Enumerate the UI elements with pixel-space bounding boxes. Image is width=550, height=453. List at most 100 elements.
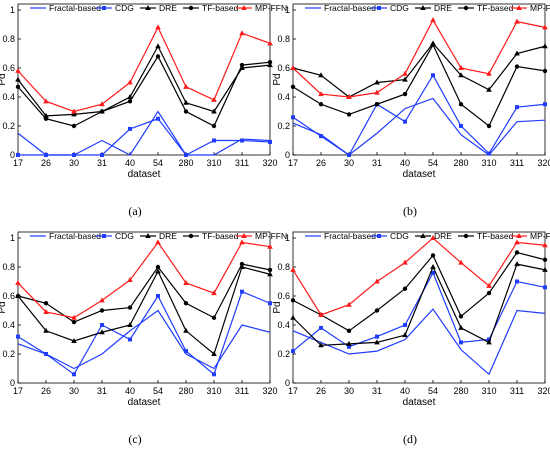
data-point xyxy=(458,324,464,330)
data-point xyxy=(155,24,161,30)
legend-label: DRE xyxy=(434,231,452,241)
data-point xyxy=(16,334,20,339)
series-tf-based xyxy=(290,250,548,333)
data-point xyxy=(183,99,189,105)
data-point xyxy=(155,264,161,270)
x-tick-label: 320 xyxy=(262,158,277,168)
x-tick-label: 30 xyxy=(69,386,79,396)
data-point xyxy=(44,352,48,356)
y-tick-label: 0.2 xyxy=(277,349,290,359)
data-point xyxy=(71,111,77,117)
x-tick-label: 310 xyxy=(481,158,496,168)
chart-panel-a: 0 0.2 0.4 0.6 0.8 1 17 26 30 31 40 54 280 310 311 320 da… xyxy=(0,3,287,218)
y-tick-label: 0.8 xyxy=(277,34,290,44)
data-point xyxy=(319,325,323,330)
series-line xyxy=(292,18,546,98)
data-point xyxy=(15,279,21,285)
legend: Fractal-based CDG DRE TF-based MP-FFN xyxy=(30,3,287,13)
series-line xyxy=(292,43,546,127)
legend: Fractal-based CDG DRE TF-based MP-FFN xyxy=(305,231,550,241)
data-point xyxy=(127,277,133,283)
series-line xyxy=(292,237,546,316)
x-tick-label: 30 xyxy=(344,386,354,396)
y-tick-label: 0 xyxy=(285,378,290,388)
data-point xyxy=(374,102,380,107)
data-point xyxy=(542,68,548,74)
series-line xyxy=(17,266,271,356)
y-tick-label: 0 xyxy=(285,150,290,160)
chart-panel-d: 0 0.2 0.4 0.6 0.8 1 17 26 30 31 40 54 280 310 311 320 da… xyxy=(272,231,550,446)
data-point xyxy=(267,267,273,273)
data-point xyxy=(346,112,352,117)
data-point xyxy=(458,259,464,265)
data-point xyxy=(240,138,244,143)
y-axis-label: Pd xyxy=(0,301,8,313)
data-point xyxy=(514,250,520,255)
x-axis-label: dataset xyxy=(403,397,436,408)
data-point xyxy=(43,301,49,306)
x-tick-label: 26 xyxy=(316,158,326,168)
data-point xyxy=(542,242,548,248)
x-tick-label: 17 xyxy=(13,158,23,168)
data-point xyxy=(486,70,492,76)
legend-marker xyxy=(102,6,106,10)
data-point xyxy=(71,123,77,129)
legend-marker xyxy=(241,5,247,10)
data-point xyxy=(99,308,105,313)
legend-marker xyxy=(145,233,151,238)
x-tick-label: 280 xyxy=(453,386,468,396)
data-point xyxy=(318,72,324,78)
data-point xyxy=(458,314,464,319)
series-tf-based xyxy=(15,54,273,129)
data-point xyxy=(346,94,352,99)
data-point xyxy=(155,239,161,245)
x-axis-label: dataset xyxy=(128,169,161,180)
y-tick-label: 1 xyxy=(10,233,15,243)
legend-marker xyxy=(463,233,469,239)
y-tick-label: 0.2 xyxy=(2,349,15,359)
series-line xyxy=(17,110,271,156)
data-point xyxy=(267,271,273,277)
legend-label: DRE xyxy=(159,231,177,241)
x-tick-label: 280 xyxy=(178,386,193,396)
y-tick-label: 0.4 xyxy=(2,320,15,330)
y-tick-label: 0 xyxy=(10,378,15,388)
panel-label: (d) xyxy=(403,432,417,446)
data-point xyxy=(128,337,132,342)
data-point xyxy=(99,329,105,335)
x-tick-label: 17 xyxy=(288,386,298,396)
data-point xyxy=(183,109,189,114)
data-point xyxy=(267,60,273,65)
data-point xyxy=(346,328,352,333)
data-point xyxy=(156,116,160,121)
legend-label: TF-based xyxy=(202,231,239,241)
data-point xyxy=(402,259,408,265)
data-point xyxy=(431,73,435,78)
x-axis-label: dataset xyxy=(403,169,436,180)
series-line xyxy=(17,241,271,319)
x-axis-label: dataset xyxy=(128,397,161,408)
data-point xyxy=(71,319,77,325)
data-point xyxy=(211,315,217,320)
data-point xyxy=(403,119,407,124)
x-tick-label: 54 xyxy=(153,386,163,396)
legend: Fractal-based CDG DRE TF-based MP-FFN xyxy=(305,3,550,13)
data-point xyxy=(239,261,245,267)
legend-marker xyxy=(516,233,522,238)
series-line xyxy=(292,308,546,376)
data-point xyxy=(486,123,492,129)
data-point xyxy=(430,42,436,47)
legend-label: MP-FFN xyxy=(255,3,287,13)
data-point xyxy=(99,109,105,114)
x-tick-label: 17 xyxy=(288,158,298,168)
data-point xyxy=(430,264,436,269)
data-point xyxy=(514,64,520,69)
x-tick-label: 31 xyxy=(97,386,107,396)
data-point xyxy=(459,124,463,128)
data-point xyxy=(374,339,380,345)
data-point xyxy=(290,266,296,272)
data-point xyxy=(43,308,49,314)
data-point xyxy=(402,286,408,291)
series-line xyxy=(17,309,271,370)
series-fractal-based xyxy=(292,97,546,156)
